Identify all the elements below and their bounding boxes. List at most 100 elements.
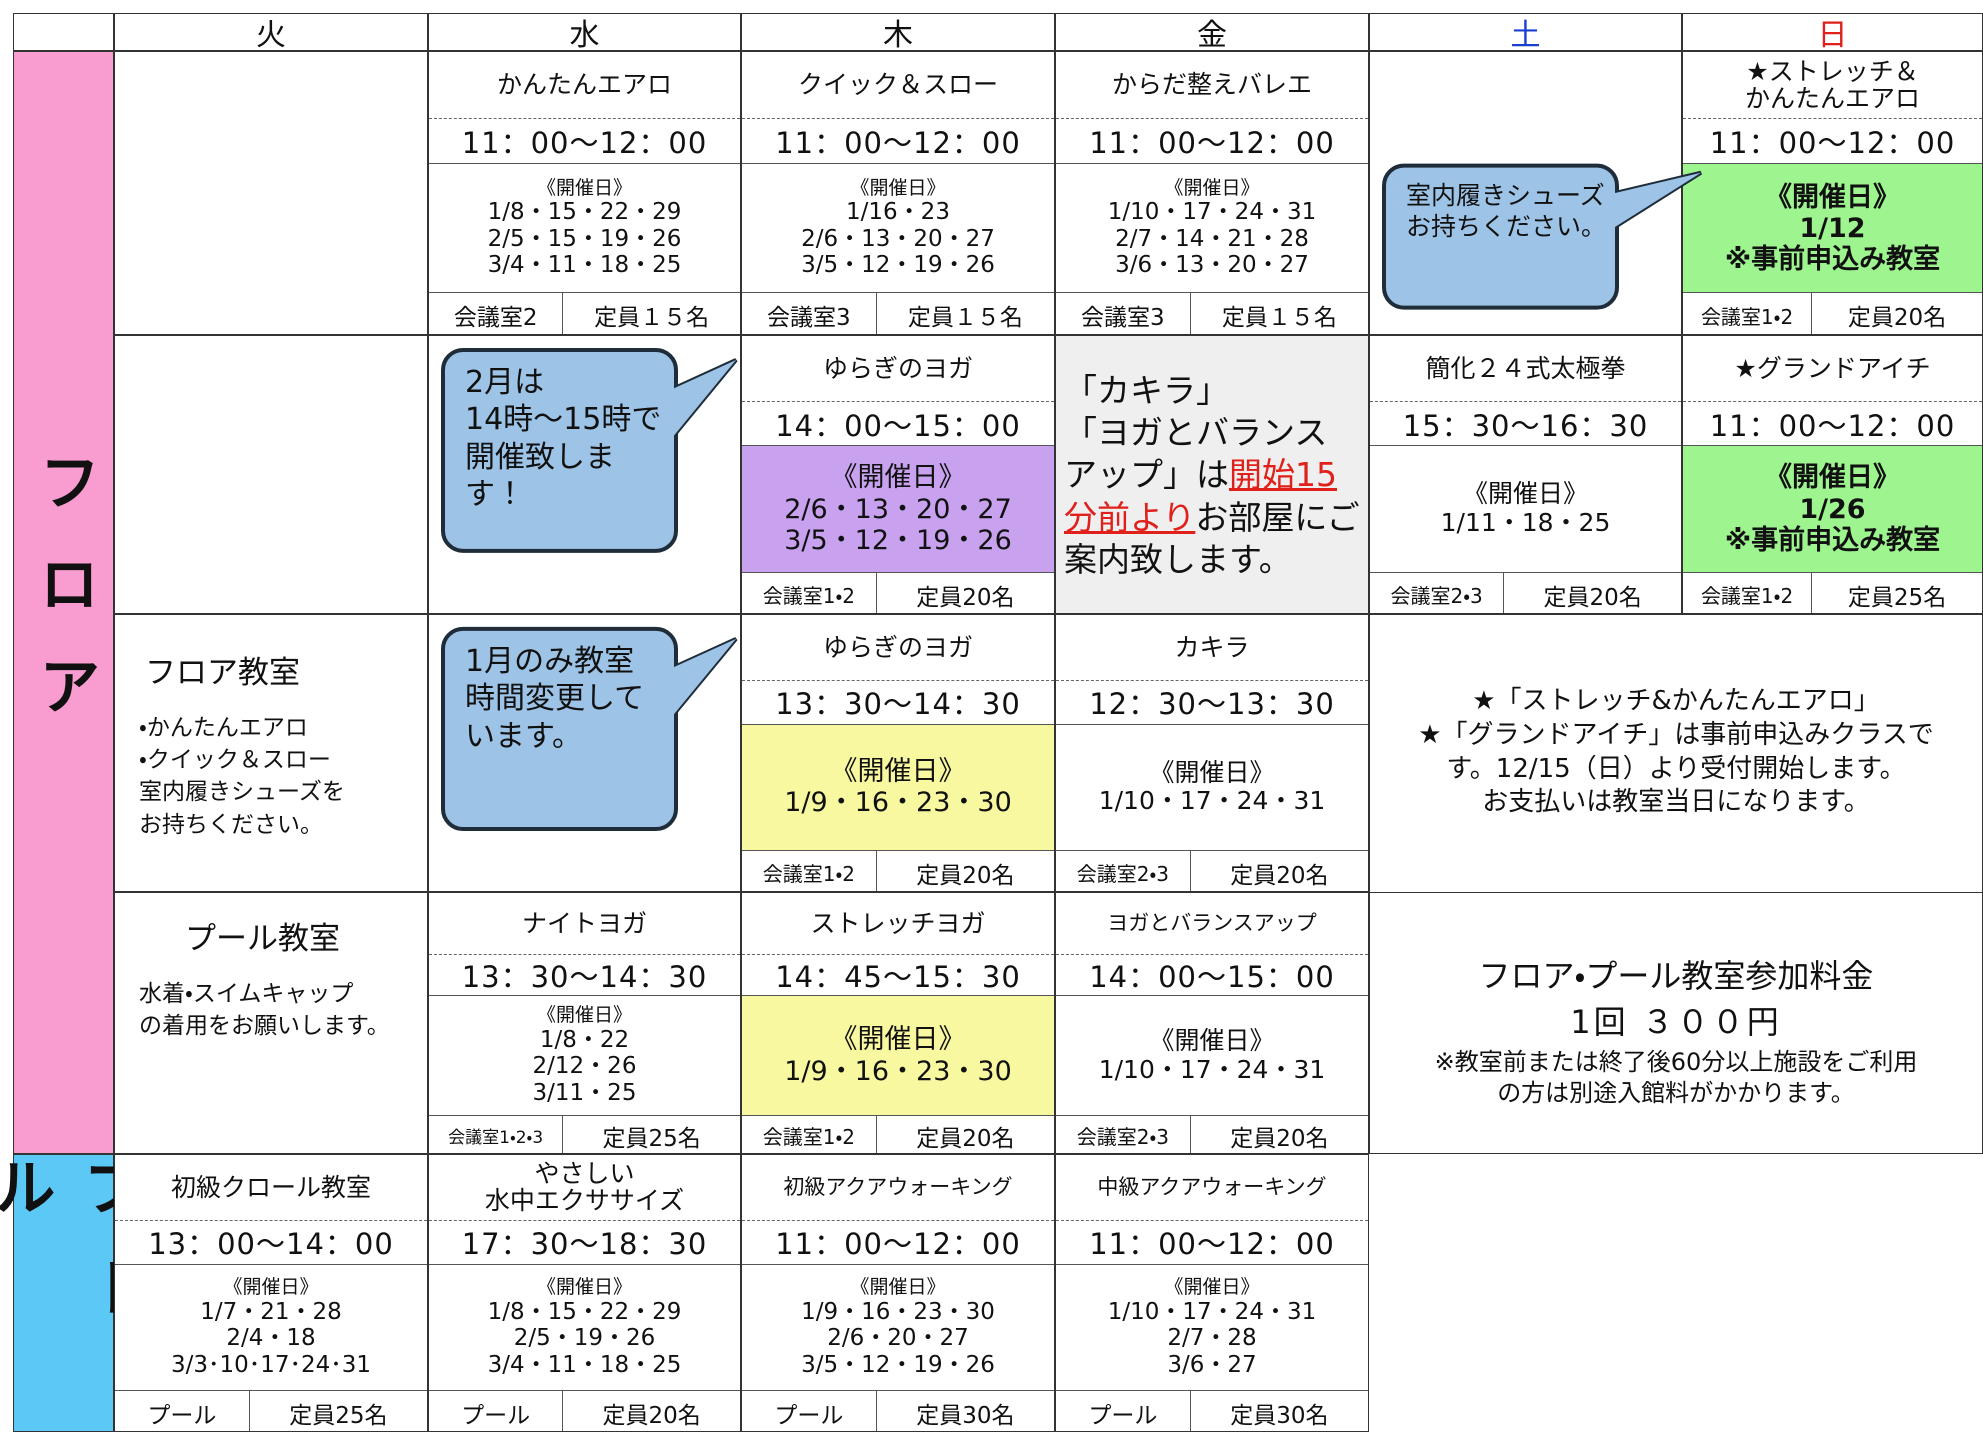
dates-heading: 《開催日》 [1765, 181, 1900, 213]
dates-heading: 《開催日》 [223, 1275, 319, 1298]
class-name-line: からだ整えバレエ [1111, 70, 1312, 100]
info-line: の着用をお願いします。 [139, 1013, 390, 1040]
callout-part [441, 347, 678, 553]
date-line: 3/6・27 [1167, 1351, 1257, 1378]
date-line: 2/6・13・20・27 [801, 225, 995, 252]
class-footer: 会議室3 定員１５名 [1056, 293, 1368, 334]
class-name: やさしい 水中エクササイズ [429, 1155, 740, 1220]
capacity: 定員１５名 [1221, 305, 1337, 332]
room: プール [1056, 1391, 1191, 1431]
class-dates: 《開催日》 1/10・17・24・31 [1056, 996, 1368, 1116]
dates-heading: 《開催日》 [1149, 757, 1275, 787]
class-time: 13：30～14：30 [742, 679, 1054, 725]
callout-part [1611, 172, 1701, 230]
class-dates: 《開催日》 1/9・16・23・30 [742, 996, 1054, 1116]
class-name-line: カキラ [1174, 632, 1250, 662]
date-line: 1/9・16・23・30 [784, 1055, 1012, 1087]
class-footer: 会議室2・3 定員20名 [1370, 573, 1681, 613]
class-name-line: ストレッチヨガ [810, 908, 986, 938]
date-line: 1/8・15・22・29 [487, 199, 682, 226]
info: フロア教室 ・かんたんエアロ ・クイック＆スロー 室内履きシューズを お持ちください。 [139, 647, 417, 841]
dates-heading: 《開催日》 [1164, 1275, 1260, 1298]
date-line: 1/7・21・28 [200, 1298, 342, 1325]
class-name: ★グランドアイチ [1683, 336, 1982, 401]
callout-text: 1月のみ教室 時間変更して います。 [465, 643, 668, 756]
dates-heading: 《開催日》 [1164, 176, 1260, 199]
date-line: 2/6・20・27 [827, 1325, 969, 1352]
room: 会議室1・2 [1683, 293, 1813, 334]
schedule-cell: 「カキラ」 「ヨガとバランスアップ」は開始15分前よりお部屋にご案内致します。 [1055, 335, 1369, 614]
dates-heading: 《開催日》 [850, 1275, 946, 1298]
class-dates: 《開催日》 1/8・15・22・29 2/5・19・26 3/4・11・18・25 [429, 1264, 740, 1392]
callout-text: 室内履きシューズ お持ちください。 [1406, 180, 1609, 243]
note-line: す。12/15（日）より受付開始します。 [1446, 753, 1906, 784]
class-name-line: ゆらぎのヨガ [822, 353, 973, 383]
class-name: 中級アクアウォーキング [1056, 1155, 1368, 1220]
class-name-line: ゆらぎのヨガ [822, 632, 973, 662]
class-name-line: クイック＆スロー [797, 70, 998, 100]
callout-line: 1月のみ教室 [465, 643, 635, 679]
class-dates: 《開催日》 2/6・13・20・27 3/5・12・19・26 [742, 446, 1054, 574]
info-title: プール教室 [185, 921, 340, 957]
room: 会議室1・2 [742, 1115, 877, 1153]
class-name: カキラ [1056, 615, 1368, 680]
day-header: 火 [114, 13, 428, 53]
capacity: 定員20名 [602, 1402, 701, 1429]
class-dates: 《開催日》 1/16・23 2/6・13・20・27 3/5・12・19・26 [742, 163, 1054, 294]
room: プール [429, 1391, 564, 1431]
class-dates: 《開催日》 1/10・17・24・31 2/7・14・21・28 3/6・13・20・… [1056, 163, 1368, 294]
date-line: 1/10・17・24・31 [1098, 786, 1326, 816]
class-name: ゆらぎのヨガ [742, 336, 1054, 401]
capacity: 定員20名 [1847, 305, 1947, 332]
class-footer: プール 定員25名 [115, 1391, 427, 1431]
notice: 「カキラ」 「ヨガとバランスアップ」は開始15分前よりお部屋にご案内致します。 [1064, 370, 1360, 581]
schedule-cell: 初級アクアウォーキング 11：00～12：00 《開催日》 1/9・16・23・30 2… [741, 1154, 1055, 1432]
callout-line: 開催致します！ [465, 439, 615, 513]
class-name: からだ整えバレエ [1056, 52, 1368, 118]
dates-heading: 《開催日》 [536, 1275, 632, 1298]
info: プール教室 水着・スイムキャップ の着用をお願いします。 [139, 913, 417, 1042]
schedule-cell: フロア教室 ・かんたんエアロ ・クイック＆スロー 室内履きシューズを お持ちください。 [114, 614, 428, 892]
callout-line: お持ちください。 [1406, 211, 1607, 241]
date-line: 3/6・13・20・27 [1115, 252, 1309, 279]
callout-part [670, 359, 736, 441]
class-dates: 《開催日》 1/11・18・25 [1370, 446, 1681, 574]
date-line: 1/8・15・22・29 [487, 1298, 682, 1325]
capacity: 定員20名 [1230, 1125, 1329, 1152]
class-name: ストレッチヨガ [742, 893, 1054, 954]
schedule-cell: プール教室 水着・スイムキャップ の着用をお願いします。 [114, 892, 428, 1154]
capacity: 定員25名 [1847, 584, 1947, 611]
schedule-cell: ★グランドアイチ 11：00～12：00 《開催日》 1/26 ※事前申込み教室 会議室1… [1682, 335, 1983, 614]
schedule-cell: ヨガとバランスアップ 14：00～15：00 《開催日》 1/10・17・24・31 会… [1055, 892, 1369, 1154]
day-header: 金 [1055, 13, 1369, 53]
class-name-line: 水中エクササイズ [484, 1186, 685, 1216]
schedule-cell: ゆらぎのヨガ 13：30～14：30 《開催日》 1/9・16・23・30 会議室1・2… [741, 614, 1055, 892]
class-name-line: 初級クロール教室 [170, 1172, 371, 1202]
callout-line: 時間変更して [465, 681, 645, 717]
date-line: 2/7・14・21・28 [1115, 225, 1309, 252]
callout-line: います。 [465, 718, 582, 754]
class-name: ナイトヨガ [429, 893, 740, 954]
note-line: ★「グランドアイチ」は事前申込みクラスで [1418, 719, 1934, 750]
dates-heading: 《開催日》 [1149, 1025, 1275, 1055]
class-note: ※事前申込み教室 [1724, 524, 1941, 556]
dates-heading: 《開催日》 [830, 462, 966, 494]
info-line: 室内履きシューズを [139, 779, 345, 806]
schedule-cell: ストレッチヨガ 14：45～15：30 《開催日》 1/9・16・23・30 会議室1・… [741, 892, 1055, 1154]
notice-emphasis: 開始15分前より [1064, 455, 1337, 537]
capacity: 定員20名 [1230, 862, 1329, 889]
callout-line: 14時～15時で [465, 402, 662, 438]
info-line: ・クイック＆スロー [139, 747, 331, 774]
class-time: 11：00～12：00 [742, 1219, 1054, 1265]
class-footer: 会議室1・2 定員20名 [742, 573, 1054, 613]
date-line: 2/5・15・19・26 [487, 225, 682, 252]
class-footer: プール 定員20名 [429, 1391, 740, 1431]
capacity: 定員20名 [916, 584, 1015, 611]
notice-text: お部屋にご案内致します。 [1064, 497, 1360, 579]
capacity: 定員１５名 [594, 305, 710, 332]
room: 会議室2・3 [1370, 573, 1505, 613]
class-footer: 会議室3 定員１５名 [742, 293, 1054, 334]
room: 会議室3 [1056, 293, 1191, 334]
date-line: 1/10・17・24・31 [1098, 1054, 1326, 1084]
